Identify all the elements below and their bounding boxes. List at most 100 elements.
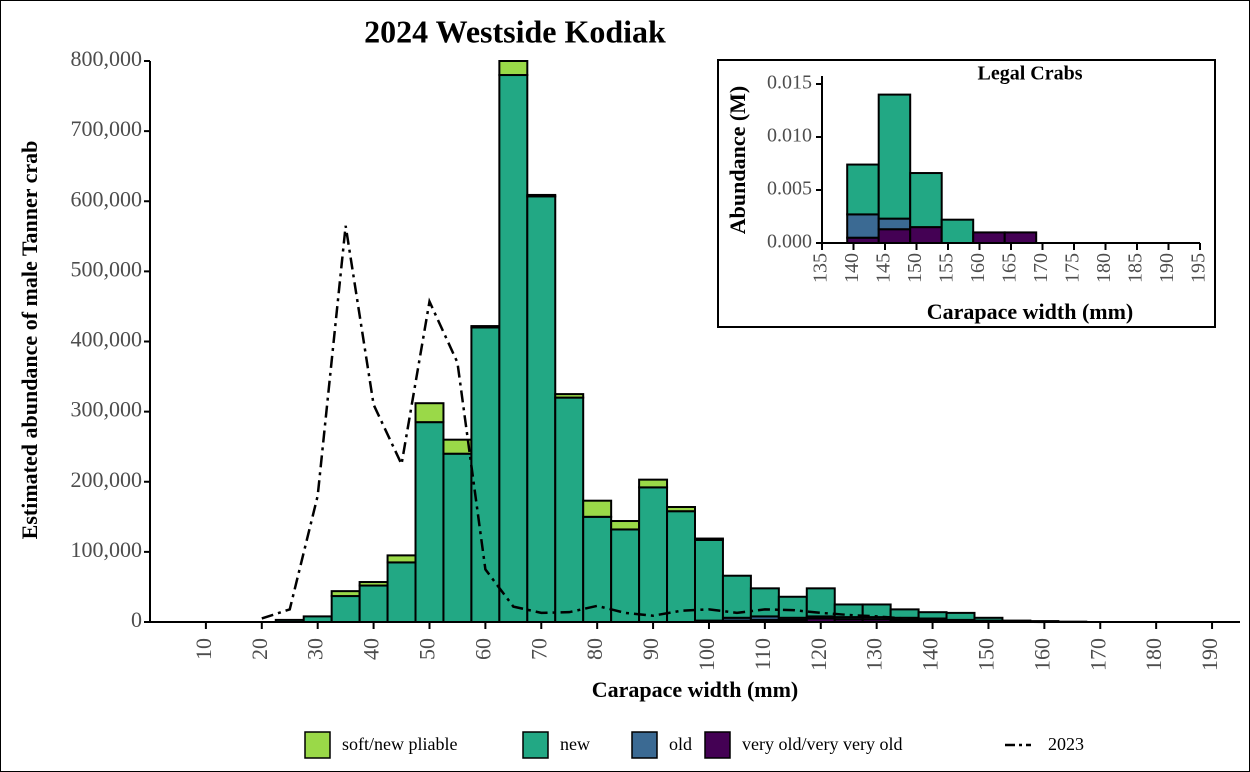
bar-segment [610,520,641,531]
inset-bar-segment [909,226,943,245]
bar-segment [414,402,445,424]
legend-label: new [560,734,590,754]
x-tick-label: 190 [1156,253,1178,283]
bar-segment [582,515,613,623]
bar-segment [749,587,780,618]
legend-swatch [704,731,731,759]
x-tick-label: 130 [862,638,887,671]
bar-segment [945,611,976,621]
x-tick-label: 100 [694,638,719,671]
x-tick-label: 170 [1030,253,1052,283]
y-tick-label: 0.005 [767,178,812,200]
x-tick-label: 50 [415,638,440,660]
x-tick-label: 170 [1085,638,1110,671]
x-tick-label: 190 [1197,638,1222,671]
bar-segment [498,60,529,77]
x-tick-label: 70 [526,638,551,660]
bar-segment [610,528,641,623]
inset-bar-segment [972,231,1006,244]
inset-bar-segment [940,218,975,244]
x-tick-label: 165 [999,253,1021,283]
y-tick-label: 0.010 [767,125,812,147]
legend-swatch [631,731,658,759]
bar-segment [386,561,417,623]
bar-segment [638,486,669,623]
bar-segment [582,499,613,518]
inset-y-label: Abundance (M) [725,86,750,235]
x-tick-label: 30 [303,638,328,660]
y-tick-label: 0.000 [767,231,812,253]
bar-segment [526,193,557,198]
bar-segment [498,74,529,623]
legend-label: old [669,734,692,754]
x-tick-label: 180 [1141,638,1166,671]
inset-frame [717,59,1216,328]
y-axis-label: Estimated abundance of male Tanner crab [17,141,42,540]
x-tick-label: 185 [1125,253,1147,283]
inset-bar-segment [877,93,912,220]
x-tick-label: 140 [918,638,943,671]
legend-label: very old/very very old [742,734,902,754]
x-tick-label: 195 [1188,253,1210,283]
x-tick-label: 90 [638,638,663,660]
x-tick-label: 20 [247,638,272,660]
chart-title: 2024 Westside Kodiak [364,13,666,49]
x-tick-label: 155 [936,253,958,283]
inset-bar-segment [877,217,912,231]
bar-segment [638,478,669,489]
x-tick-label: 160 [1029,638,1054,671]
y-tick-label: 300,000 [71,397,143,422]
bar-segment [666,510,696,624]
bar-segment [358,581,389,587]
bar-segment [414,421,445,623]
inset-title: Legal Crabs [978,63,1083,85]
bar-segment [330,590,361,598]
bar-segment [777,595,808,619]
x-tick-label: 180 [1093,253,1115,283]
y-tick-label: 400,000 [71,327,143,352]
bar-segment [889,608,920,619]
line-2023 [261,225,1045,624]
x-tick-label: 135 [810,253,832,283]
bar-segment [526,195,557,623]
y-tick-label: 500,000 [71,256,143,281]
bar-segment [386,554,417,564]
bar-segment [694,537,724,541]
y-tick-label: 0.015 [767,72,812,94]
x-tick-label: 175 [1062,253,1084,283]
x-tick-label: 40 [359,638,384,660]
y-tick-label: 0 [131,607,142,632]
x-tick-label: 140 [841,253,863,283]
bar-segment [442,452,473,624]
inset-bar-segment [846,213,880,239]
x-tick-label: 110 [750,638,775,670]
bar-segment [554,393,585,399]
x-tick-label: 145 [873,253,895,283]
bar-segment [358,584,389,623]
x-tick-label: 60 [470,638,495,660]
bar-segment [470,326,501,623]
bar-segment [470,325,501,329]
inset-bar-segment [846,163,880,216]
inset-bar-segment [909,172,943,229]
y-tick-label: 100,000 [71,537,143,562]
x-axis-label: Carapace width (mm) [592,677,799,702]
y-tick-label: 800,000 [71,46,143,71]
inset-bar-segment [877,228,912,245]
bar-segment [917,611,948,620]
legend-swatch [304,731,331,759]
inset-x-label: Carapace width (mm) [927,299,1134,324]
x-tick-label: 160 [967,253,989,283]
y-tick-label: 600,000 [71,186,143,211]
y-tick-label: 200,000 [71,467,143,492]
x-tick-label: 150 [904,253,926,283]
legend-label: 2023 [1048,734,1084,754]
bar-segment [666,505,696,513]
x-tick-label: 120 [806,638,831,671]
y-tick-label: 700,000 [71,116,143,141]
x-tick-label: 10 [191,638,216,660]
legend-label: soft/new pliable [342,734,457,754]
bar-segment [554,396,585,623]
bar-segment [330,595,361,624]
